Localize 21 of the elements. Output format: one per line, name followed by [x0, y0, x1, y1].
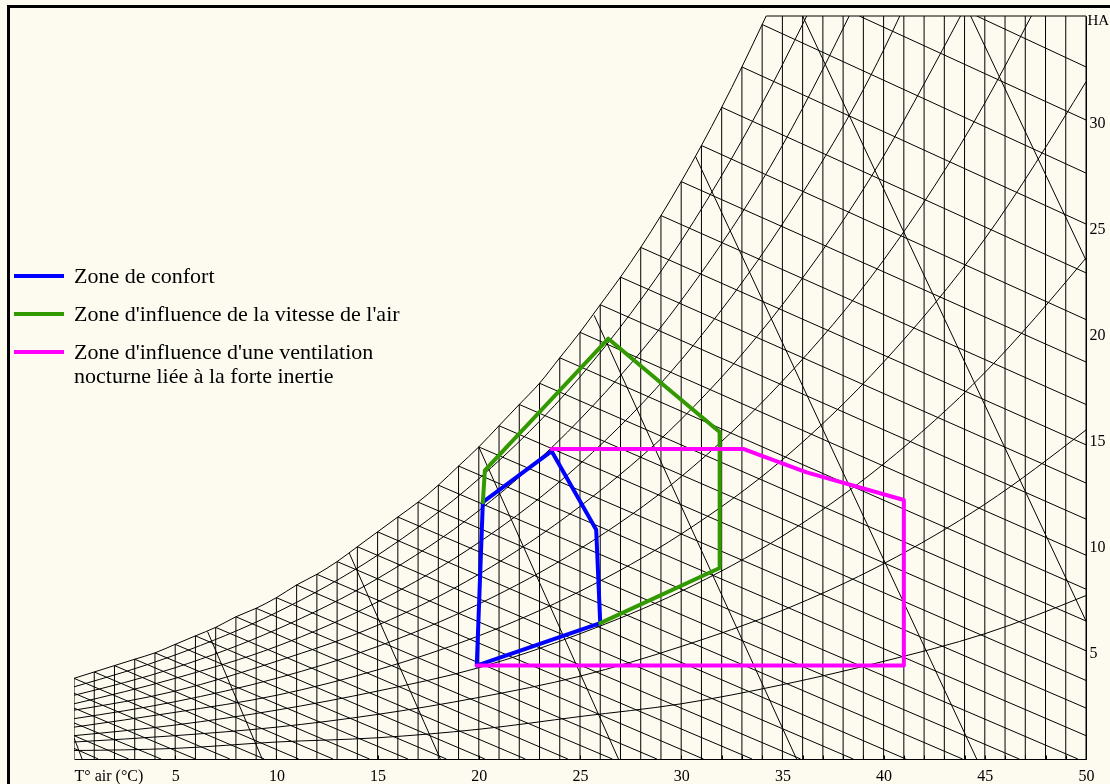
x-tick-label: 25 [572, 766, 589, 784]
x-tick-label: 5 [171, 766, 180, 784]
x-tick-label: 45 [977, 766, 994, 784]
y-axis-title: HA [1087, 11, 1110, 28]
y-tick-label: 30 [1089, 113, 1106, 131]
x-tick-label: 20 [471, 766, 488, 784]
x-axis-title: T° air (°C) [74, 766, 144, 784]
y-tick-label: 10 [1089, 538, 1106, 556]
x-tick-label: 30 [673, 766, 690, 784]
x-tick-label: 10 [268, 766, 285, 784]
y-tick-label: 25 [1089, 219, 1106, 237]
legend-label: Zone d'influence de la vitesse de l'air [74, 301, 401, 326]
y-tick-label: 15 [1089, 432, 1106, 450]
legend-label: Zone d'influence d'une ventilation nocturne liée à la forte inertie [74, 339, 374, 388]
y-tick-label: 20 [1089, 325, 1106, 343]
x-tick-label: 35 [774, 766, 791, 784]
legend-label: Zone de confort [74, 263, 215, 288]
x-tick-label: 50 [1078, 766, 1095, 784]
x-tick-label: 40 [876, 766, 893, 784]
x-tick-label: 15 [370, 766, 387, 784]
y-tick-label: 5 [1089, 644, 1098, 662]
